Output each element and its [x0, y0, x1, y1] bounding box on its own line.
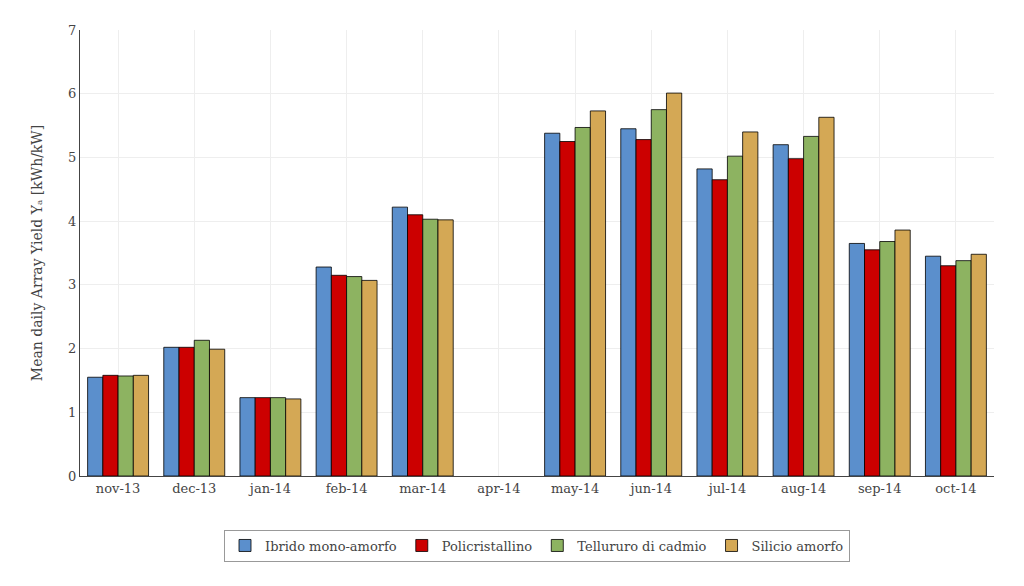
svg-text:may-14: may-14 [551, 481, 599, 496]
svg-text:nov-13: nov-13 [96, 481, 140, 496]
svg-text:7: 7 [68, 23, 76, 38]
svg-text:sep-14: sep-14 [858, 481, 902, 496]
svg-text:6: 6 [68, 86, 76, 101]
svg-text:mar-14: mar-14 [399, 481, 446, 496]
svg-text:Silicio amorfo: Silicio amorfo [752, 539, 844, 554]
svg-text:3: 3 [68, 277, 76, 292]
svg-text:jun-14: jun-14 [628, 481, 672, 496]
svg-text:dec-13: dec-13 [172, 481, 216, 496]
svg-text:apr-14: apr-14 [477, 481, 520, 496]
svg-text:aug-14: aug-14 [781, 481, 826, 496]
svg-text:Mean daily Array Yield Yₐ [kWh: Mean daily Array Yield Yₐ [kWh/kW] [29, 125, 45, 381]
svg-text:1: 1 [68, 405, 76, 420]
svg-text:2: 2 [68, 341, 76, 356]
svg-text:Policristallino: Policristallino [442, 539, 533, 554]
svg-text:4: 4 [68, 214, 76, 229]
svg-text:oct-14: oct-14 [935, 481, 976, 496]
svg-text:jan-14: jan-14 [248, 481, 291, 496]
svg-text:5: 5 [68, 150, 76, 165]
svg-text:0: 0 [68, 469, 76, 484]
svg-text:jul-14: jul-14 [707, 481, 747, 496]
svg-text:Ibrido mono-amorfo: Ibrido mono-amorfo [265, 539, 397, 554]
svg-text:Tellururo di cadmio: Tellururo di cadmio [577, 539, 706, 554]
svg-text:feb-14: feb-14 [326, 481, 368, 496]
